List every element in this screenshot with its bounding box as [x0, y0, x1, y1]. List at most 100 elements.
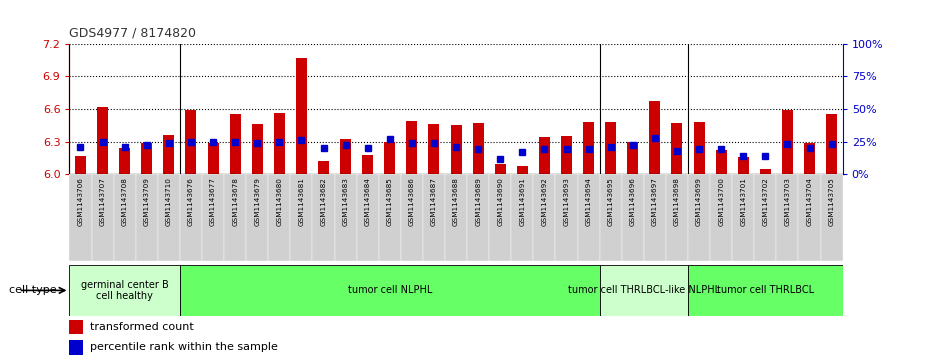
Text: GSM1143684: GSM1143684 [365, 177, 370, 226]
Text: GSM1143694: GSM1143694 [585, 177, 592, 226]
Text: GSM1143700: GSM1143700 [719, 177, 724, 226]
Bar [423, 174, 445, 261]
Bar [539, 137, 550, 174]
Text: GSM1143682: GSM1143682 [320, 177, 327, 226]
Text: GSM1143685: GSM1143685 [387, 177, 393, 226]
Text: GSM1143678: GSM1143678 [232, 177, 238, 226]
Bar [556, 174, 578, 261]
Bar [776, 174, 798, 261]
Text: GSM1143695: GSM1143695 [607, 177, 614, 226]
Bar [578, 174, 600, 261]
Text: tumor cell THRLBCL: tumor cell THRLBCL [717, 285, 814, 295]
Bar [451, 125, 461, 174]
Bar [269, 174, 291, 261]
Text: GSM1143702: GSM1143702 [762, 177, 769, 226]
Bar [207, 143, 219, 174]
Bar [334, 174, 357, 261]
Bar [252, 124, 263, 174]
Bar [75, 156, 86, 174]
Text: GSM1143679: GSM1143679 [255, 177, 260, 226]
Bar [180, 265, 600, 316]
Bar [760, 169, 770, 174]
Bar [230, 114, 241, 174]
Bar [119, 148, 131, 174]
Text: tumor cell THRLBCL-like NLPHL: tumor cell THRLBCL-like NLPHL [568, 285, 720, 295]
Bar [644, 174, 666, 261]
Text: GSM1143707: GSM1143707 [100, 177, 106, 226]
Bar [561, 136, 572, 174]
Text: GSM1143683: GSM1143683 [343, 177, 348, 226]
Bar [621, 174, 644, 261]
Bar [716, 150, 727, 174]
Text: GSM1143696: GSM1143696 [630, 177, 636, 226]
Bar [142, 143, 152, 174]
Bar [600, 174, 621, 261]
Text: GSM1143698: GSM1143698 [674, 177, 680, 226]
Bar [340, 139, 351, 174]
Bar [649, 101, 660, 174]
Bar [671, 123, 682, 174]
Bar [69, 340, 83, 355]
Bar [494, 164, 506, 174]
Text: GSM1143708: GSM1143708 [121, 177, 128, 226]
Bar [511, 174, 533, 261]
Bar [489, 174, 511, 261]
Bar [92, 174, 114, 261]
Text: GSM1143705: GSM1143705 [829, 177, 834, 226]
Text: GSM1143686: GSM1143686 [409, 177, 415, 226]
Bar [180, 174, 202, 261]
Text: GSM1143709: GSM1143709 [144, 177, 150, 226]
Bar [69, 265, 180, 316]
Bar [666, 174, 688, 261]
Bar [688, 174, 710, 261]
Bar [606, 122, 616, 174]
Text: GSM1143688: GSM1143688 [453, 177, 459, 226]
Bar [362, 155, 373, 174]
Bar [407, 121, 418, 174]
Text: GSM1143697: GSM1143697 [652, 177, 657, 226]
Text: transformed count: transformed count [90, 322, 194, 332]
Bar [738, 157, 749, 174]
Text: GSM1143691: GSM1143691 [519, 177, 525, 226]
Text: GSM1143676: GSM1143676 [188, 177, 194, 226]
Text: GSM1143681: GSM1143681 [298, 177, 305, 226]
Text: GDS4977 / 8174820: GDS4977 / 8174820 [69, 27, 196, 40]
Bar [296, 58, 307, 174]
Bar [627, 142, 638, 174]
Bar [804, 143, 815, 174]
Bar [312, 174, 334, 261]
Bar [429, 124, 440, 174]
Text: GSM1143701: GSM1143701 [740, 177, 746, 226]
Bar [384, 142, 395, 174]
Bar [318, 161, 329, 174]
Bar [798, 174, 820, 261]
Bar [97, 107, 108, 174]
Bar [694, 122, 705, 174]
Bar [820, 174, 843, 261]
Bar [185, 110, 196, 174]
Bar [246, 174, 269, 261]
Bar [401, 174, 423, 261]
Bar [782, 110, 793, 174]
Text: GSM1143687: GSM1143687 [431, 177, 437, 226]
Bar [517, 166, 528, 174]
Bar [467, 174, 489, 261]
Bar [202, 174, 224, 261]
Bar [755, 174, 776, 261]
Bar [157, 174, 180, 261]
Bar [688, 265, 843, 316]
Text: GSM1143699: GSM1143699 [696, 177, 702, 226]
Bar [357, 174, 379, 261]
Bar [69, 174, 92, 261]
Bar [291, 174, 312, 261]
Text: GSM1143689: GSM1143689 [475, 177, 482, 226]
Text: GSM1143710: GSM1143710 [166, 177, 172, 226]
Bar [445, 174, 467, 261]
Text: percentile rank within the sample: percentile rank within the sample [90, 342, 278, 352]
Text: GSM1143704: GSM1143704 [807, 177, 812, 226]
Bar [710, 174, 732, 261]
Bar [136, 174, 157, 261]
Text: GSM1143692: GSM1143692 [542, 177, 547, 226]
Text: GSM1143703: GSM1143703 [784, 177, 791, 226]
Text: GSM1143706: GSM1143706 [78, 177, 83, 226]
